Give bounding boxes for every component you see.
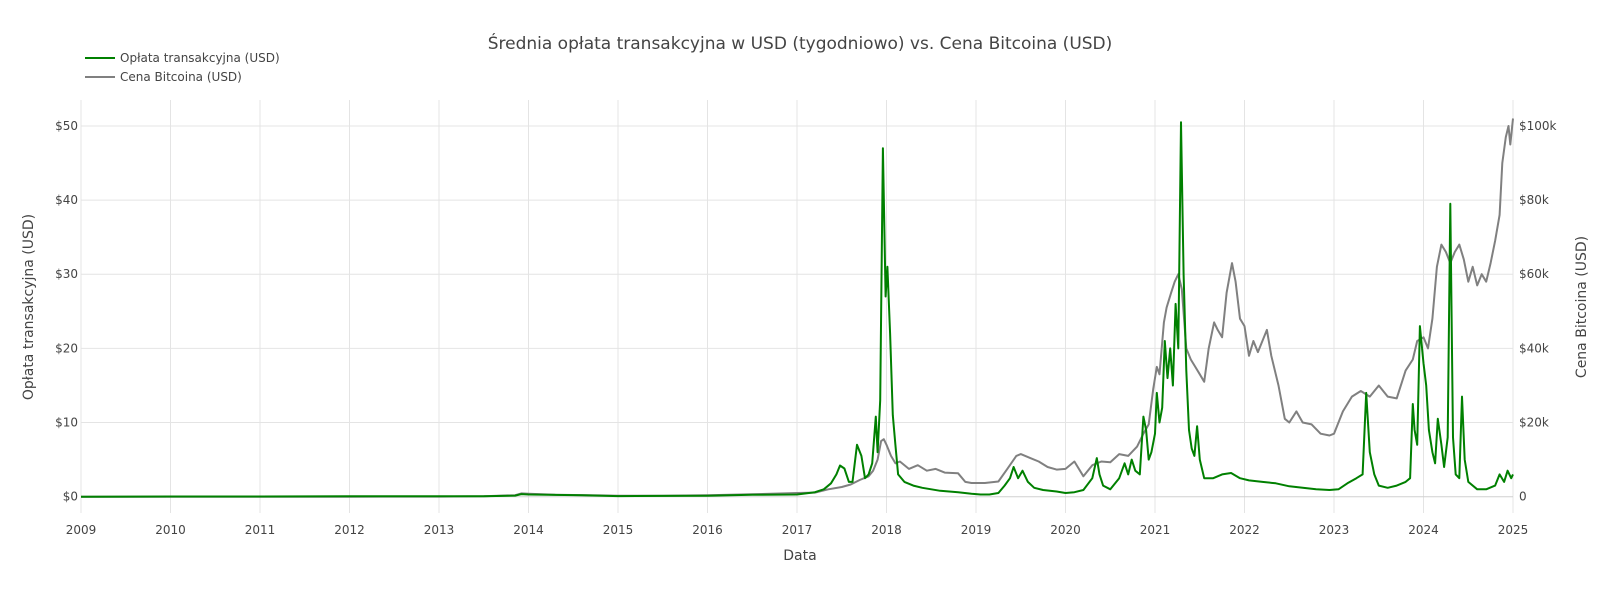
- legend-label-fee: Opłata transakcyjna (USD): [120, 51, 280, 65]
- y2-tick-label: $80k: [1519, 193, 1549, 207]
- y-axis-label: Opłata transakcyjna (USD): [21, 214, 37, 400]
- x-tick-label: 2018: [871, 523, 902, 537]
- y-tick-labels: $0 $10 $20 $30 $40 $50: [55, 119, 78, 504]
- chart-title: Średnia opłata transakcyjna w USD (tygod…: [488, 32, 1113, 54]
- x-tick-label: 2025: [1498, 523, 1529, 537]
- y2-tick-label: $100k: [1519, 119, 1557, 133]
- x-tick-label: 2010: [155, 523, 186, 537]
- x-tick-label: 2014: [513, 523, 544, 537]
- price-series-line: [81, 118, 1514, 498]
- x-tick-label: 2013: [424, 523, 455, 537]
- y-tick-label: $30: [55, 267, 78, 281]
- fee-series-line: [80, 121, 1514, 498]
- series-layer: [80, 118, 1514, 498]
- y-tick-label: $0: [63, 490, 78, 504]
- x-tick-label: 2020: [1050, 523, 1081, 537]
- x-axis-label: Data: [783, 548, 816, 564]
- x-tick-label: 2022: [1229, 523, 1260, 537]
- legend[interactable]: Opłata transakcyjna (USD) Cena Bitcoina …: [85, 51, 280, 84]
- x-tick-label: 2011: [245, 523, 276, 537]
- y2-tick-label: $20k: [1519, 416, 1549, 430]
- x-tick-label: 2021: [1140, 523, 1171, 537]
- x-tick-label: 2019: [961, 523, 992, 537]
- y2-tick-label: $40k: [1519, 341, 1549, 355]
- y-tick-label: $40: [55, 193, 78, 207]
- y-tick-label: $20: [55, 341, 78, 355]
- x-gridlines: [80, 100, 1514, 513]
- y-tick-label: $10: [55, 416, 78, 430]
- y2-tick-labels: 0 $20k $40k $60k $80k $100k: [1519, 119, 1557, 504]
- x-tick-label: 2015: [603, 523, 634, 537]
- x-tick-label: 2024: [1408, 523, 1439, 537]
- y-gridlines: [81, 125, 1513, 498]
- y2-tick-label: 0: [1519, 490, 1527, 504]
- y2-axis-label: Cena Bitcoina (USD): [1574, 236, 1590, 378]
- x-tick-label: 2023: [1319, 523, 1350, 537]
- legend-label-price: Cena Bitcoina (USD): [120, 70, 242, 84]
- x-tick-label: 2012: [334, 523, 365, 537]
- y2-tick-label: $60k: [1519, 267, 1549, 281]
- x-tick-label: 2017: [782, 523, 813, 537]
- x-tick-label: 2009: [66, 523, 97, 537]
- x-tick-label: 2016: [692, 523, 723, 537]
- y-tick-label: $50: [55, 119, 78, 133]
- x-tick-labels: 2009 2010 2011 2012 2013 2014 2015 2016 2017 2018…: [66, 523, 1529, 537]
